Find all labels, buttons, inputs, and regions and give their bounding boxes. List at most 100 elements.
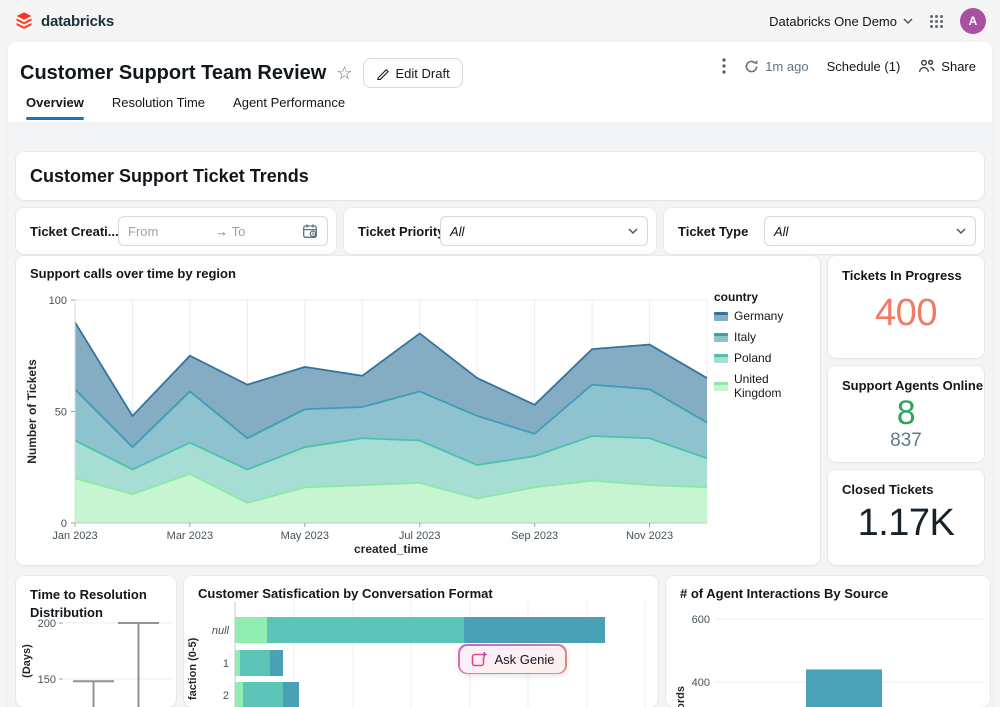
- tab-resolution-time[interactable]: Resolution Time: [111, 95, 206, 110]
- area-line-poland: [74, 435, 708, 471]
- kpi-title: Support Agents Online: [842, 378, 984, 393]
- area-chart: 0 50 100 Jan 2023 Mar 2023 May 2023 Jul 2023 Se…: [25, 295, 708, 556]
- edit-draft-label: Edit Draft: [395, 65, 450, 81]
- svg-text:150: 150: [38, 674, 56, 686]
- section-title-card: Customer Support Ticket Trends: [16, 152, 984, 200]
- filter-type-label: Ticket Type: [678, 223, 749, 239]
- svg-text:null: null: [212, 625, 230, 637]
- genie-icon: [471, 652, 487, 667]
- ask-genie-button[interactable]: Ask Genie: [458, 644, 567, 674]
- legend-item-poland[interactable]: Poland: [714, 351, 814, 365]
- tab-bar: Overview Resolution Time Agent Performan…: [26, 95, 345, 120]
- area-line-united-kingdom: [74, 472, 708, 504]
- filter-ticket-type: Ticket Type All: [664, 208, 984, 254]
- legend-swatch: [714, 381, 728, 391]
- area-line-italy: [74, 383, 708, 449]
- edit-draft-button[interactable]: Edit Draft: [362, 58, 463, 88]
- svg-text:Jul 2023: Jul 2023: [399, 530, 441, 542]
- svg-text:400: 400: [692, 677, 710, 689]
- bar-segment: [464, 617, 605, 643]
- bar-segment: [235, 617, 267, 643]
- last-refreshed: 1m ago: [765, 58, 809, 74]
- tab-overview[interactable]: Overview: [26, 95, 84, 120]
- chevron-down-icon: [628, 228, 638, 234]
- kpi-closed-tickets: Closed Tickets 1.17K: [828, 470, 984, 565]
- boxplot-chart: 200 150 (Days): [21, 618, 172, 707]
- refresh-icon: [745, 59, 758, 72]
- bar-segment: [270, 650, 283, 676]
- legend-label: Germany: [734, 309, 784, 323]
- favorite-star-icon[interactable]: ☆: [336, 63, 353, 83]
- kpi-secondary-value: 837: [890, 430, 922, 451]
- date-from-placeholder: From: [128, 223, 159, 239]
- svg-text:Sep 2023: Sep 2023: [511, 530, 558, 542]
- legend-label: Italy: [734, 330, 757, 344]
- bar-segment: [283, 682, 299, 707]
- filter-priority-label: Ticket Priority: [358, 223, 445, 239]
- type-select[interactable]: All: [764, 216, 976, 246]
- whisker-0: [73, 680, 114, 707]
- widget-agent-interactions: # of Agent Interactions By Source 600 400…: [666, 576, 990, 707]
- chart-title: # of Agent Interactions By Source: [680, 586, 889, 601]
- kpi-title: Tickets In Progress: [842, 268, 962, 283]
- bar-segment: [235, 650, 240, 676]
- legend-item-italy[interactable]: Italy: [714, 330, 814, 344]
- svg-text:Mar 2023: Mar 2023: [167, 530, 213, 542]
- whisker-1: [118, 622, 159, 707]
- legend-item-germany[interactable]: Germany: [714, 309, 814, 323]
- kebab-menu-icon[interactable]: [722, 58, 726, 74]
- app-grid-icon[interactable]: [929, 14, 944, 29]
- main-panel: Customer Support Team Review ☆ Edit Draf…: [8, 42, 992, 707]
- bar-segment: [235, 682, 243, 707]
- ask-genie-label: Ask Genie: [494, 651, 555, 667]
- chart-legend: country Germany Italy Poland: [714, 290, 814, 407]
- brand-wordmark: databricks: [41, 12, 115, 30]
- schedule-button[interactable]: Schedule (1): [826, 58, 901, 74]
- area-band-poland: [75, 436, 707, 503]
- filter-ticket-priority: Ticket Priority All: [344, 208, 656, 254]
- area-series-group: [74, 321, 708, 523]
- legend-item-united-kingdom[interactable]: United Kingdom: [714, 372, 814, 400]
- svg-text:100: 100: [49, 295, 67, 307]
- widget-time-to-resolution: Time to Resolution Distribution 200 150 (D…: [16, 576, 176, 707]
- kpi-support-agents-online: Support Agents Online 8 837: [828, 366, 984, 462]
- svg-text:50: 50: [55, 407, 67, 419]
- date-to-placeholder: To: [231, 223, 246, 239]
- bar-segment: [267, 617, 464, 643]
- widget-support-calls: Support calls over time by region 0 50 100…: [16, 256, 820, 565]
- chart-title: Support calls over time by region: [30, 266, 236, 281]
- calendar-icon: [303, 224, 317, 238]
- chart-title: Customer Satisfication by Conversation F…: [198, 586, 493, 601]
- legend-label: Poland: [734, 351, 772, 365]
- chart-title: Time to Resolution Distribution: [30, 587, 147, 620]
- workspace-switcher[interactable]: Databricks One Demo: [769, 14, 913, 29]
- svg-text:Nov 2023: Nov 2023: [626, 530, 673, 542]
- bar-chart: 600 400 Records: [675, 614, 984, 707]
- workspace-name: Databricks One Demo: [769, 13, 897, 29]
- bar-segment: [240, 650, 270, 676]
- kpi-value: 400: [875, 292, 937, 334]
- kpi-value: 8: [896, 394, 916, 432]
- share-button[interactable]: Share: [918, 59, 976, 74]
- svg-text:600: 600: [692, 614, 710, 626]
- svg-text:May 2023: May 2023: [281, 530, 329, 542]
- refresh-control[interactable]: 1m ago: [744, 58, 809, 74]
- filter-date-label: Ticket Creati...: [30, 223, 119, 239]
- avatar[interactable]: A: [960, 8, 986, 34]
- date-range-input[interactable]: From → To: [118, 216, 328, 246]
- filter-date-range: Ticket Creati... From → To: [16, 208, 336, 254]
- svg-text:Number of Tickets: Number of Tickets: [25, 359, 39, 464]
- svg-text:(Days): (Days): [21, 644, 33, 678]
- page-title: Customer Support Team Review: [20, 61, 327, 84]
- priority-select[interactable]: All: [440, 216, 648, 246]
- tab-agent-performance[interactable]: Agent Performance: [233, 95, 346, 110]
- header-actions: 1m ago Schedule (1) Share: [722, 58, 976, 74]
- stacked-bar-chart: null 1 2 faction (0-5): [187, 602, 646, 707]
- legend-swatch: [714, 332, 728, 342]
- top-navbar: databricks Databricks One Demo A: [0, 0, 1000, 42]
- bar: [806, 669, 882, 707]
- svg-text:2: 2: [223, 690, 229, 702]
- priority-value: All: [450, 223, 465, 239]
- date-range-arrow-icon: →: [215, 223, 228, 239]
- svg-text:Records: Records: [675, 686, 687, 707]
